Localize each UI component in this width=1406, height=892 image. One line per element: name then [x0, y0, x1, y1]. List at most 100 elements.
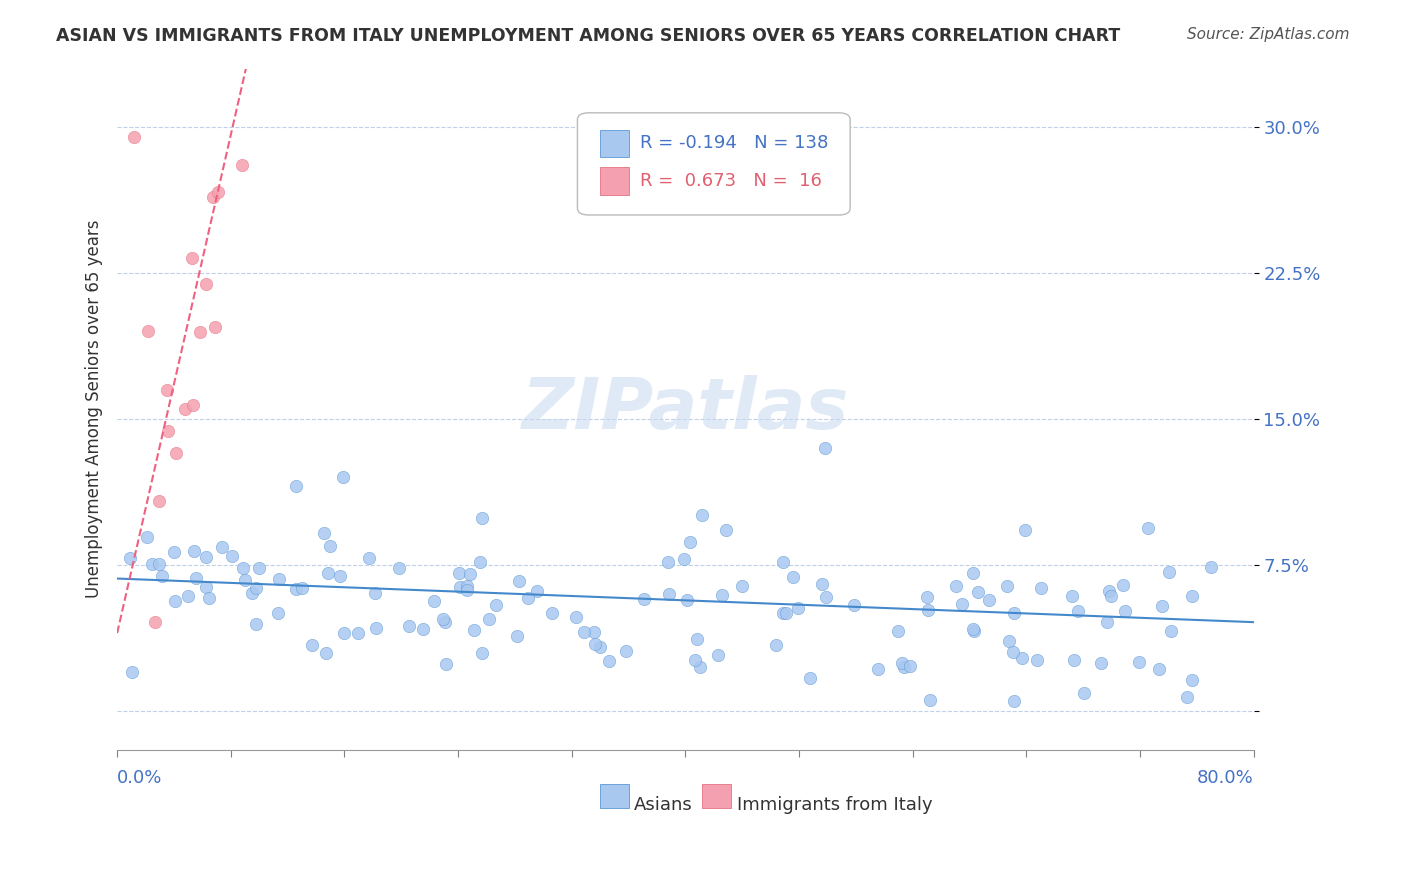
Point: [920, 693, 942, 707]
Point: [915, 590, 938, 604]
Point: [842, 598, 865, 612]
Point: [449, 580, 471, 594]
Point: [1147, 662, 1170, 676]
Point: [201, 190, 224, 204]
Point: [245, 617, 267, 632]
Point: [120, 551, 142, 566]
Point: [240, 586, 263, 600]
Point: [181, 251, 204, 265]
Point: [211, 541, 233, 555]
Point: [301, 638, 323, 652]
Point: [165, 446, 187, 460]
Point: [485, 598, 508, 612]
Point: [194, 277, 217, 291]
Point: [329, 569, 352, 583]
Point: [156, 383, 179, 397]
Point: [583, 624, 606, 639]
Point: [689, 660, 711, 674]
Point: [1011, 651, 1033, 665]
Point: [471, 511, 494, 525]
Text: R =  0.673   N =  16: R = 0.673 N = 16: [640, 172, 823, 190]
Point: [917, 603, 939, 617]
Point: [675, 592, 697, 607]
Point: [204, 320, 226, 334]
Point: [333, 626, 356, 640]
Point: [316, 566, 339, 580]
Point: [314, 525, 336, 540]
Point: [945, 579, 967, 593]
Point: [235, 574, 257, 588]
Point: [782, 570, 804, 584]
Point: [891, 656, 914, 670]
Point: [184, 571, 207, 585]
Text: Asians: Asians: [634, 797, 693, 814]
Point: [188, 325, 211, 339]
Text: Source: ZipAtlas.com: Source: ZipAtlas.com: [1187, 27, 1350, 42]
Point: [1157, 565, 1180, 579]
Point: [291, 582, 314, 596]
Point: [456, 582, 478, 597]
Point: [893, 660, 915, 674]
Point: [633, 592, 655, 607]
Point: [207, 186, 229, 200]
Point: [398, 618, 420, 632]
Point: [966, 584, 988, 599]
Point: [174, 402, 197, 417]
Point: [477, 612, 499, 626]
Point: [1002, 645, 1025, 659]
Point: [589, 640, 612, 654]
Point: [269, 572, 291, 586]
Point: [1160, 624, 1182, 638]
Point: [332, 470, 354, 484]
Point: [1152, 599, 1174, 613]
Point: [1098, 584, 1121, 599]
FancyBboxPatch shape: [578, 112, 851, 215]
Point: [775, 607, 797, 621]
Point: [898, 659, 921, 673]
Point: [285, 479, 308, 493]
Point: [1128, 655, 1150, 669]
Point: [1002, 694, 1025, 708]
Point: [177, 589, 200, 603]
Point: [181, 398, 204, 412]
Point: [231, 158, 253, 172]
Point: [707, 648, 730, 663]
Point: [657, 555, 679, 569]
Point: [658, 587, 681, 601]
Point: [471, 646, 494, 660]
Point: [434, 657, 457, 672]
Point: [1136, 521, 1159, 535]
Point: [799, 671, 821, 685]
Point: [598, 654, 620, 668]
Point: [195, 581, 218, 595]
Point: [506, 629, 529, 643]
Point: [422, 593, 444, 607]
FancyBboxPatch shape: [600, 130, 628, 157]
Point: [221, 549, 243, 563]
Point: [1099, 589, 1122, 603]
Point: [772, 555, 794, 569]
Point: [245, 581, 267, 595]
Point: [183, 544, 205, 558]
Point: [1181, 673, 1204, 687]
Point: [508, 574, 530, 588]
Point: [963, 624, 986, 638]
Point: [122, 129, 145, 144]
Point: [583, 637, 606, 651]
Point: [1114, 604, 1136, 618]
Point: [150, 568, 173, 582]
Point: [1073, 686, 1095, 700]
Point: [364, 586, 387, 600]
Point: [432, 611, 454, 625]
Point: [1175, 690, 1198, 705]
Point: [977, 593, 1000, 607]
Point: [433, 615, 456, 629]
Point: [412, 622, 434, 636]
Point: [997, 578, 1019, 592]
Point: [1090, 656, 1112, 670]
Point: [449, 566, 471, 581]
Point: [714, 523, 737, 537]
Point: [136, 530, 159, 544]
Point: [962, 566, 984, 581]
Point: [165, 593, 187, 607]
